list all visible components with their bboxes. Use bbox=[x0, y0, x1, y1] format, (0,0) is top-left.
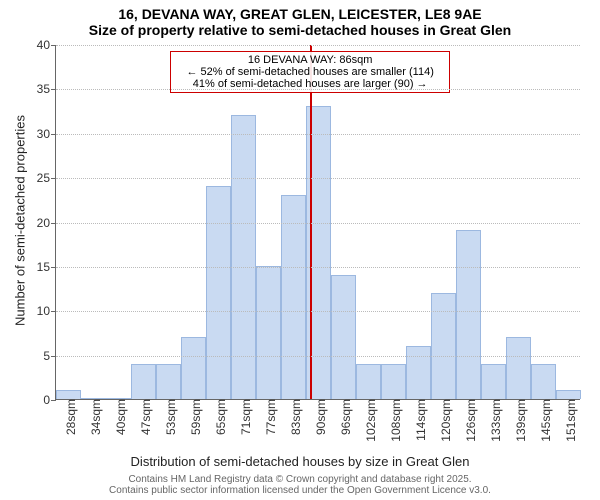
xtick-label: 102sqm bbox=[360, 399, 378, 442]
xtick-label: 151sqm bbox=[560, 399, 578, 442]
footer-line1: Contains HM Land Registry data © Crown c… bbox=[0, 474, 600, 485]
annotation-line3: 41% of semi-detached houses are larger (… bbox=[175, 78, 445, 90]
plot-area: 16 DEVANA WAY: 86sqm ← 52% of semi-detac… bbox=[55, 45, 580, 400]
histogram-bar bbox=[331, 275, 356, 399]
xtick-label: 90sqm bbox=[310, 399, 328, 435]
histogram-bar bbox=[356, 364, 381, 400]
gridline bbox=[56, 356, 580, 357]
histogram-bar bbox=[381, 364, 406, 400]
ytick-label: 5 bbox=[43, 349, 56, 363]
histogram-bar bbox=[556, 390, 581, 399]
xtick-label: 34sqm bbox=[85, 399, 103, 435]
ytick-label: 40 bbox=[37, 38, 56, 52]
gridline bbox=[56, 89, 580, 90]
histogram-bar bbox=[206, 186, 231, 399]
gridline bbox=[56, 134, 580, 135]
xtick-label: 139sqm bbox=[510, 399, 528, 442]
gridline bbox=[56, 178, 580, 179]
histogram-bar bbox=[181, 337, 206, 399]
ytick-label: 30 bbox=[37, 127, 56, 141]
histogram-bar bbox=[456, 230, 481, 399]
gridline bbox=[56, 267, 580, 268]
x-axis-label: Distribution of semi-detached houses by … bbox=[0, 454, 600, 469]
xtick-label: 120sqm bbox=[435, 399, 453, 442]
xtick-label: 40sqm bbox=[110, 399, 128, 435]
ytick-label: 25 bbox=[37, 171, 56, 185]
gridline bbox=[56, 45, 580, 46]
annotation-line2: ← 52% of semi-detached houses are smalle… bbox=[175, 66, 445, 78]
xtick-label: 83sqm bbox=[285, 399, 303, 435]
xtick-label: 77sqm bbox=[260, 399, 278, 435]
xtick-label: 108sqm bbox=[385, 399, 403, 442]
chart-container: 16, DEVANA WAY, GREAT GLEN, LEICESTER, L… bbox=[0, 0, 600, 500]
xtick-label: 114sqm bbox=[410, 399, 428, 441]
gridline bbox=[56, 223, 580, 224]
annotation-box: 16 DEVANA WAY: 86sqm ← 52% of semi-detac… bbox=[170, 51, 450, 93]
histogram-bar bbox=[156, 364, 181, 400]
xtick-label: 28sqm bbox=[60, 399, 78, 435]
xtick-label: 59sqm bbox=[185, 399, 203, 435]
histogram-bar bbox=[131, 364, 156, 400]
histogram-bar bbox=[506, 337, 531, 399]
xtick-label: 145sqm bbox=[535, 399, 553, 442]
annotation-line1: 16 DEVANA WAY: 86sqm bbox=[175, 54, 445, 66]
histogram-bar bbox=[281, 195, 306, 399]
histogram-bar bbox=[431, 293, 456, 400]
histogram-bar bbox=[531, 364, 556, 400]
xtick-label: 47sqm bbox=[135, 399, 153, 435]
ytick-label: 0 bbox=[43, 393, 56, 407]
xtick-label: 126sqm bbox=[460, 399, 478, 442]
ytick-label: 10 bbox=[37, 304, 56, 318]
gridline bbox=[56, 311, 580, 312]
ytick-label: 15 bbox=[37, 260, 56, 274]
xtick-label: 96sqm bbox=[335, 399, 353, 435]
xtick-label: 65sqm bbox=[210, 399, 228, 435]
ytick-label: 35 bbox=[37, 82, 56, 96]
xtick-label: 53sqm bbox=[160, 399, 178, 435]
histogram-bar bbox=[56, 390, 81, 399]
chart-title-line2: Size of property relative to semi-detach… bbox=[0, 22, 600, 38]
histogram-bar bbox=[256, 266, 281, 399]
xtick-label: 133sqm bbox=[485, 399, 503, 442]
histogram-bar bbox=[406, 346, 431, 399]
chart-title-line1: 16, DEVANA WAY, GREAT GLEN, LEICESTER, L… bbox=[0, 0, 600, 22]
ytick-label: 20 bbox=[37, 216, 56, 230]
chart-footer: Contains HM Land Registry data © Crown c… bbox=[0, 474, 600, 496]
footer-line2: Contains public sector information licen… bbox=[0, 485, 600, 496]
y-axis-label: Number of semi-detached properties bbox=[13, 100, 28, 340]
xtick-label: 71sqm bbox=[235, 399, 253, 435]
histogram-bar bbox=[481, 364, 506, 400]
